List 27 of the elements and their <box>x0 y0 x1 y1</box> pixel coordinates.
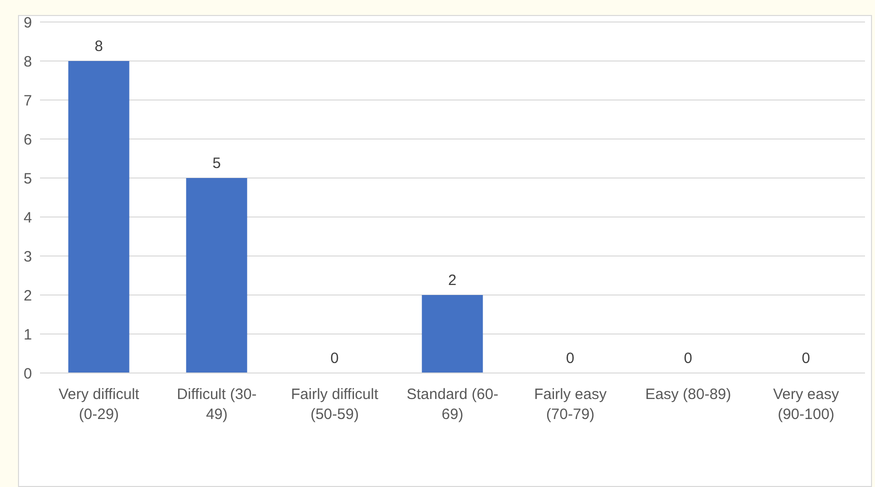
y-tick-label: 3 <box>24 248 32 266</box>
y-tick-label: 1 <box>24 326 32 344</box>
data-label: 5 <box>212 155 221 172</box>
data-label: 0 <box>802 350 810 367</box>
y-tick-label: 8 <box>24 53 32 70</box>
y-tick-label: 6 <box>24 131 32 148</box>
x-tick-label: Fairly difficult (50-59) <box>291 386 380 423</box>
data-label: 8 <box>94 38 103 55</box>
data-label: 2 <box>448 272 457 289</box>
bar <box>186 178 248 373</box>
x-tick-label: Standard (60-69) <box>406 386 498 423</box>
x-tick-label: Very difficult (0-29) <box>58 386 140 423</box>
x-tick-label: Difficult (30-49) <box>176 386 257 423</box>
bar <box>68 61 130 373</box>
y-tick-label: 2 <box>24 287 32 304</box>
data-label: 0 <box>684 350 692 367</box>
x-tick-label: Very easy (90-100) <box>773 386 840 423</box>
x-tick-label: Fairly easy (70-79) <box>534 386 608 423</box>
data-label: 0 <box>566 350 574 367</box>
data-label: 0 <box>330 350 339 367</box>
bar <box>422 295 483 373</box>
y-tick-label: 4 <box>24 209 32 226</box>
y-tick-label: 7 <box>24 92 32 110</box>
x-tick-label: Easy (80-89) <box>645 386 732 403</box>
y-tick-label: 5 <box>24 170 32 188</box>
y-tick-label: 9 <box>24 14 32 32</box>
y-tick-label: 0 <box>24 365 32 382</box>
